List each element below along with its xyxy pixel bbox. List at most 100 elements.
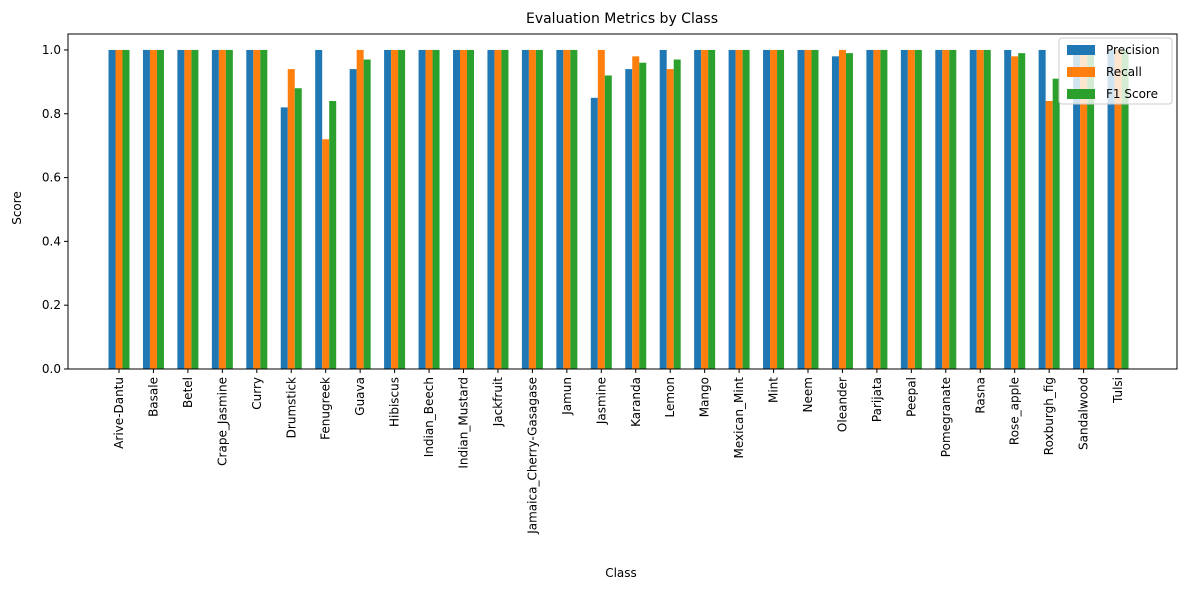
x-tick-label-0: Arive-Dantu <box>112 377 126 449</box>
bar-f1-score-7 <box>363 59 371 370</box>
bar-recall-27 <box>1045 101 1053 369</box>
bar-recall-15 <box>632 56 640 369</box>
bar-f1-score-13 <box>570 49 578 369</box>
x-tick-label-11: Jackfruit <box>491 377 505 428</box>
x-tick-label-20: Neem <box>801 377 815 412</box>
x-tick-label-12: Jamaica_Cherry-Gasagase <box>525 377 539 535</box>
x-tick-label-8: Hibiscus <box>388 377 402 427</box>
x-tick-label-22: Parijata <box>870 377 884 422</box>
x-tick-label-9: Indian_Beech <box>422 377 436 457</box>
x-tick-label-18: Mexican_Mint <box>732 377 746 459</box>
bar-recall-23 <box>907 49 915 369</box>
bar-recall-2 <box>184 49 192 369</box>
bar-precision-3 <box>211 49 219 369</box>
bar-recall-22 <box>873 49 881 369</box>
bar-precision-8 <box>384 49 392 369</box>
bar-recall-21 <box>838 49 846 369</box>
x-tick-label-28: Sandalwood <box>1077 377 1091 450</box>
bar-precision-4 <box>246 49 254 369</box>
bar-precision-27 <box>1038 49 1046 369</box>
bar-recall-25 <box>976 49 984 369</box>
bar-precision-25 <box>969 49 977 369</box>
bar-recall-6 <box>322 139 330 369</box>
x-tick-label-3: Crape_Jasmine <box>215 377 229 466</box>
bar-precision-20 <box>797 49 805 369</box>
bar-precision-21 <box>831 56 839 369</box>
x-tick-label-13: Jamun <box>560 377 574 416</box>
bar-f1-score-4 <box>260 49 268 369</box>
bar-precision-1 <box>142 49 150 369</box>
bar-f1-score-0 <box>122 49 130 369</box>
bar-recall-0 <box>115 49 123 369</box>
bar-precision-23 <box>900 49 908 369</box>
x-tick-label-17: Mango <box>698 377 712 417</box>
bar-f1-score-20 <box>811 49 819 369</box>
bar-precision-2 <box>177 49 185 369</box>
bar-f1-score-17 <box>708 49 716 369</box>
y-tick-label-0: 0.0 <box>42 362 61 376</box>
bar-f1-score-8 <box>398 49 406 369</box>
y-tick-label-2: 0.4 <box>42 234 61 248</box>
bar-recall-13 <box>563 49 571 369</box>
x-tick-label-1: Basale <box>146 377 160 417</box>
bar-precision-0 <box>108 49 116 369</box>
bar-recall-7 <box>356 49 364 369</box>
y-tick-label-1: 0.2 <box>42 298 61 312</box>
bar-precision-6 <box>315 49 323 369</box>
bar-f1-score-5 <box>294 88 302 370</box>
x-tick-label-15: Karanda <box>629 377 643 427</box>
bar-precision-10 <box>453 49 460 369</box>
bar-f1-score-25 <box>983 49 991 369</box>
bars-layer <box>108 49 1129 370</box>
bar-precision-22 <box>866 49 874 369</box>
bar-recall-28 <box>1080 49 1088 369</box>
x-tick-label-19: Mint <box>767 377 781 403</box>
bar-f1-score-6 <box>329 101 337 369</box>
x-tick-label-26: Rose_apple <box>1008 377 1022 445</box>
x-axis-label: Class <box>605 566 637 580</box>
bar-f1-score-14 <box>604 75 612 369</box>
bar-f1-score-22 <box>880 49 888 369</box>
bar-f1-score-10 <box>467 49 474 369</box>
bar-recall-1 <box>149 49 157 369</box>
legend-label-precision: Precision <box>1106 43 1160 57</box>
x-tick-label-23: Peepal <box>904 377 918 417</box>
bar-precision-5 <box>280 107 288 369</box>
bar-f1-score-18 <box>742 49 750 369</box>
bar-precision-19 <box>763 49 771 369</box>
bar-recall-5 <box>287 69 295 369</box>
y-axis-label: Score <box>10 191 24 225</box>
legend-label-recall: Recall <box>1106 65 1142 79</box>
bar-recall-16 <box>666 69 674 369</box>
axes-layer: 0.0 0.2 0.4 0.6 0.8 1.0 Arive-Dantu Basale Betel… <box>42 33 1178 535</box>
x-tick-label-2: Betel <box>181 377 195 408</box>
x-tick-label-25: Rasna <box>973 377 987 414</box>
bar-recall-20 <box>804 49 812 369</box>
legend-label-f1-score: F1 Score <box>1106 87 1158 101</box>
x-tick-label-24: Pomegranate <box>939 377 953 457</box>
bar-precision-24 <box>935 49 943 369</box>
bar-precision-12 <box>521 49 529 369</box>
legend: Precision Recall F1 Score <box>1058 37 1173 105</box>
bar-precision-16 <box>659 49 667 369</box>
x-tick-label-29: Tulsi <box>1111 377 1125 404</box>
x-tick-label-4: Curry <box>250 377 264 410</box>
bar-precision-29 <box>1107 49 1115 369</box>
bar-recall-10 <box>460 49 467 369</box>
legend-swatch-f1-score <box>1067 89 1095 99</box>
chart-title: Evaluation Metrics by Class <box>526 11 718 27</box>
bar-precision-28 <box>1073 49 1081 369</box>
bar-recall-29 <box>1114 49 1122 369</box>
bar-f1-score-26 <box>1018 53 1026 369</box>
x-tick-label-5: Drumstick <box>284 377 298 438</box>
bar-f1-score-21 <box>845 53 853 369</box>
bar-f1-score-23 <box>914 49 922 369</box>
bar-recall-26 <box>1011 56 1019 369</box>
bar-precision-17 <box>694 49 702 369</box>
bar-f1-score-15 <box>639 62 647 370</box>
x-tick-label-14: Jasmine <box>594 377 608 425</box>
bar-recall-4 <box>253 49 261 369</box>
bar-recall-18 <box>735 49 743 369</box>
x-tick-label-27: Roxburgh_fig <box>1042 377 1056 455</box>
bar-precision-13 <box>556 49 564 369</box>
